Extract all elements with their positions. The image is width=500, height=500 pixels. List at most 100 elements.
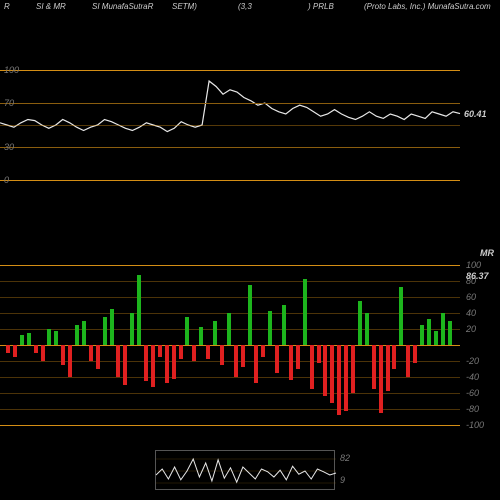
current-value: 60.41	[464, 109, 487, 119]
chart-root: R SI & MR SI MunafaSutraR SETM) (3,3 ) PRLB (P…	[0, 0, 500, 500]
y-axis-label: 60	[466, 292, 476, 302]
rsi-chart: 1007030060.41	[0, 70, 460, 180]
mini-axis-label: 9	[340, 475, 345, 485]
histogram-bar	[241, 345, 245, 367]
y-axis-label: -60	[466, 388, 479, 398]
histogram-bar	[392, 345, 396, 369]
gridline	[0, 125, 460, 126]
histogram-bar	[34, 345, 38, 353]
histogram-bar	[386, 345, 390, 391]
histogram-bar	[89, 345, 93, 361]
histogram-bar	[130, 313, 134, 345]
histogram-bar	[220, 345, 224, 365]
histogram-bar	[227, 313, 231, 345]
mini-summary-chart: 829	[155, 450, 335, 490]
y-axis-label: 100	[466, 260, 481, 270]
histogram-bar	[213, 321, 217, 345]
gridline	[0, 425, 460, 426]
histogram-bar	[420, 325, 424, 345]
mr-label: MR	[480, 248, 494, 258]
histogram-bar	[323, 345, 327, 396]
y-axis-label: 0	[4, 175, 9, 185]
histogram-bar	[296, 345, 300, 369]
gridline	[0, 147, 460, 148]
mini-line	[156, 451, 336, 491]
header-text: (Proto Labs, Inc.) MunafaSutra.com	[364, 2, 491, 11]
gridline	[0, 103, 460, 104]
histogram-bar	[399, 287, 403, 345]
histogram-bar	[61, 345, 65, 365]
gridline	[0, 409, 460, 410]
histogram-bar	[434, 331, 438, 345]
y-axis-label: 40	[466, 308, 476, 318]
y-axis-label: -80	[466, 404, 479, 414]
histogram-bar	[282, 305, 286, 345]
histogram-bar	[192, 345, 196, 361]
histogram-bar	[6, 345, 10, 353]
y-axis-label: 100	[4, 65, 19, 75]
histogram-bar	[137, 275, 141, 345]
histogram-bar	[13, 345, 17, 357]
histogram-bar	[344, 345, 348, 411]
histogram-bar	[116, 345, 120, 377]
gridline	[0, 393, 460, 394]
histogram-bar	[234, 345, 238, 377]
histogram-bar	[365, 313, 369, 345]
histogram-bar	[427, 319, 431, 345]
histogram-bar	[310, 345, 314, 389]
histogram-bar	[103, 317, 107, 345]
histogram-bar	[165, 345, 169, 383]
histogram-bar	[275, 345, 279, 373]
histogram-bar	[448, 321, 452, 345]
histogram-bar	[379, 345, 383, 413]
header-text: SETM)	[172, 2, 197, 11]
histogram-bar	[358, 301, 362, 345]
y-axis-label: -20	[466, 356, 479, 366]
chart-header: R SI & MR SI MunafaSutraR SETM) (3,3 ) PRLB (P…	[0, 2, 500, 16]
histogram-bar	[317, 345, 321, 363]
y-axis-label: -40	[466, 372, 479, 382]
mini-axis-label: 82	[340, 453, 350, 463]
gridline	[0, 70, 460, 71]
gridline	[0, 265, 460, 266]
histogram-bar	[179, 345, 183, 359]
histogram-bar	[20, 335, 24, 345]
histogram-bar	[54, 331, 58, 345]
header-text: SI & MR	[36, 2, 66, 11]
y-axis-label: -100	[466, 420, 484, 430]
histogram-bar	[123, 345, 127, 385]
histogram-bar	[268, 311, 272, 345]
gridline	[0, 281, 460, 282]
histogram-bar	[441, 313, 445, 345]
histogram-bar	[337, 345, 341, 415]
gridline	[0, 377, 460, 378]
header-text: R	[4, 2, 10, 11]
header-text: ) PRLB	[308, 2, 334, 11]
histogram-bar	[206, 345, 210, 359]
histogram-bar	[413, 345, 417, 363]
gridline	[0, 297, 460, 298]
histogram-bar	[110, 309, 114, 345]
histogram-chart: 1008086.37604020-20-40-60-80-100	[0, 265, 460, 425]
gridline	[0, 180, 460, 181]
header-text: (3,3	[238, 2, 252, 11]
y-axis-label: 30	[4, 142, 14, 152]
histogram-bar	[68, 345, 72, 377]
histogram-bar	[330, 345, 334, 403]
current-value: 86.37	[466, 271, 489, 281]
histogram-bar	[82, 321, 86, 345]
histogram-bar	[185, 317, 189, 345]
histogram-bar	[158, 345, 162, 357]
y-axis-label: 70	[4, 98, 14, 108]
histogram-bar	[47, 329, 51, 345]
histogram-bar	[199, 327, 203, 345]
histogram-bar	[248, 285, 252, 345]
histogram-bar	[41, 345, 45, 361]
histogram-bar	[96, 345, 100, 369]
histogram-bar	[75, 325, 79, 345]
histogram-bar	[303, 279, 307, 345]
histogram-bar	[27, 333, 31, 345]
histogram-bar	[351, 345, 355, 393]
y-axis-label: 20	[466, 324, 476, 334]
header-text: SI MunafaSutraR	[92, 2, 153, 11]
